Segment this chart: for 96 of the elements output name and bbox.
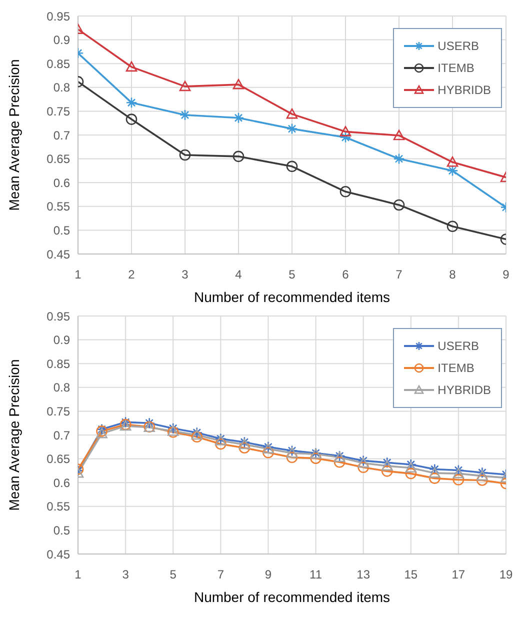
x-tick-label: 1 bbox=[74, 568, 82, 582]
legend-label: HYBRIDB bbox=[438, 83, 491, 97]
point bbox=[334, 456, 346, 468]
x-tick-label: 9 bbox=[264, 568, 272, 582]
point bbox=[310, 452, 322, 464]
point bbox=[191, 431, 203, 443]
point bbox=[393, 130, 405, 140]
point bbox=[286, 452, 298, 464]
point bbox=[452, 464, 464, 476]
point bbox=[144, 417, 155, 429]
y-tick-label: 0.75 bbox=[46, 104, 70, 118]
y-tick-label: 0.9 bbox=[53, 33, 70, 48]
x-axis-title: Number of recommended items bbox=[194, 289, 390, 305]
y-axis-title: Mean Average Precision bbox=[6, 59, 22, 211]
point bbox=[232, 150, 244, 162]
x-tick-label: 13 bbox=[356, 568, 370, 582]
x-tick-label: 19 bbox=[499, 568, 513, 582]
y-tick-label: 0.45 bbox=[46, 547, 70, 562]
point bbox=[286, 108, 298, 119]
y-tick-label: 0.85 bbox=[46, 56, 70, 71]
y-tick-label: 0.55 bbox=[46, 500, 70, 514]
x-tick-label: 4 bbox=[235, 268, 242, 282]
y-tick-label: 0.6 bbox=[53, 176, 70, 190]
point bbox=[405, 462, 417, 472]
point bbox=[340, 132, 352, 144]
y-tick-label: 0.65 bbox=[46, 452, 70, 466]
y-tick-label: 0.65 bbox=[46, 152, 70, 166]
point bbox=[126, 96, 138, 108]
point bbox=[191, 429, 203, 440]
point bbox=[446, 156, 458, 167]
point bbox=[179, 149, 191, 161]
point bbox=[340, 186, 352, 198]
point bbox=[446, 220, 458, 232]
point bbox=[358, 462, 369, 474]
y-tick-label: 0.45 bbox=[46, 247, 70, 262]
point bbox=[286, 160, 298, 172]
x-tick-label: 11 bbox=[310, 568, 322, 582]
legend-label: ITEMB bbox=[438, 361, 474, 375]
x-tick-label: 17 bbox=[452, 568, 466, 582]
legend-label: USERB bbox=[438, 39, 479, 53]
y-tick-label: 0.8 bbox=[53, 80, 70, 95]
x-axis-title: Number of recommended items bbox=[194, 589, 390, 605]
y-tick-label: 0.9 bbox=[53, 333, 70, 348]
y-tick-label: 0.7 bbox=[53, 428, 70, 442]
y-tick-label: 0.7 bbox=[53, 128, 70, 142]
point bbox=[452, 474, 464, 486]
point bbox=[393, 199, 405, 211]
point bbox=[405, 468, 417, 480]
y-tick-label: 0.6 bbox=[53, 476, 70, 490]
point bbox=[262, 446, 274, 458]
x-tick-label: 2 bbox=[128, 268, 136, 282]
x-tick-label: 7 bbox=[396, 268, 403, 282]
point bbox=[340, 126, 352, 136]
y-tick-label: 0.95 bbox=[46, 9, 70, 24]
point bbox=[452, 468, 464, 478]
legend-label: USERB bbox=[438, 339, 479, 353]
x-tick-label: 1 bbox=[74, 268, 82, 282]
x-tick-label: 5 bbox=[288, 268, 296, 282]
point bbox=[476, 466, 488, 478]
point bbox=[238, 442, 250, 454]
y-tick-label: 0.5 bbox=[53, 523, 70, 538]
y-tick-label: 0.95 bbox=[46, 309, 70, 324]
y-tick-label: 0.5 bbox=[53, 223, 70, 238]
y-axis-title: Mean Average Precision bbox=[6, 359, 22, 511]
x-tick-label: 9 bbox=[502, 268, 510, 282]
point bbox=[446, 165, 458, 176]
point bbox=[476, 470, 488, 481]
point bbox=[126, 61, 138, 72]
point bbox=[393, 153, 405, 164]
point bbox=[405, 458, 417, 470]
x-tick-label: 8 bbox=[449, 268, 456, 282]
point bbox=[381, 456, 393, 468]
point bbox=[179, 109, 191, 121]
point bbox=[126, 114, 138, 125]
y-tick-label: 0.8 bbox=[53, 380, 70, 395]
point bbox=[429, 467, 440, 478]
y-tick-label: 0.75 bbox=[46, 404, 70, 418]
point bbox=[286, 123, 298, 134]
point bbox=[179, 80, 191, 92]
point bbox=[381, 466, 393, 477]
x-tick-label: 15 bbox=[404, 568, 418, 582]
point bbox=[215, 438, 226, 450]
legend-label: ITEMB bbox=[438, 61, 474, 75]
point bbox=[232, 78, 244, 90]
point bbox=[381, 460, 393, 471]
x-tick-label: 6 bbox=[342, 268, 350, 282]
point bbox=[429, 472, 440, 484]
x-tick-label: 5 bbox=[170, 568, 177, 582]
y-tick-label: 0.55 bbox=[46, 200, 70, 214]
x-tick-label: 3 bbox=[122, 568, 130, 582]
x-tick-label: 7 bbox=[217, 568, 224, 582]
point bbox=[476, 474, 488, 486]
x-tick-label: 3 bbox=[182, 268, 189, 282]
point bbox=[429, 464, 440, 475]
legend-label: HYBRIDB bbox=[438, 383, 491, 397]
y-tick-label: 0.85 bbox=[46, 356, 70, 371]
